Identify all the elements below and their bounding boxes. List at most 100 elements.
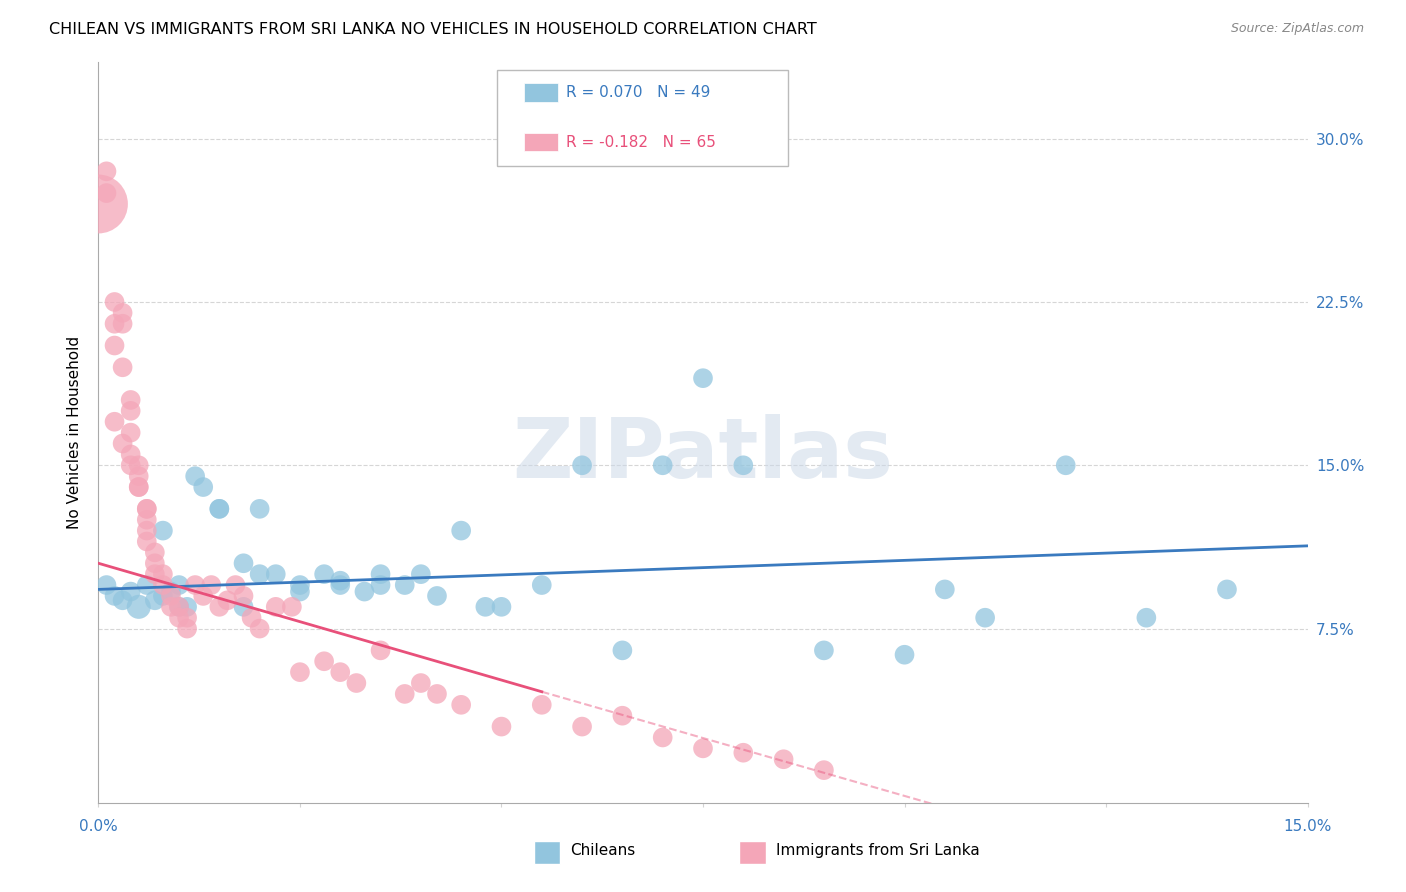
Point	[111, 360, 134, 375]
Point	[176, 611, 198, 625]
Point	[612, 643, 634, 657]
Point	[370, 643, 392, 657]
Point	[370, 567, 392, 582]
Point	[152, 589, 174, 603]
Point	[249, 567, 271, 582]
Point	[314, 567, 336, 582]
Point	[571, 720, 593, 734]
Text: R = 0.070   N = 49: R = 0.070 N = 49	[567, 86, 711, 100]
Point	[530, 578, 553, 592]
Point	[120, 392, 142, 407]
Point	[353, 584, 375, 599]
Point	[208, 501, 231, 516]
Text: 15.0%: 15.0%	[1284, 819, 1331, 834]
Point	[152, 524, 174, 538]
Point	[143, 593, 166, 607]
Point	[426, 589, 449, 603]
Point	[135, 578, 157, 592]
Point	[1135, 611, 1157, 625]
Point	[135, 501, 157, 516]
Text: Immigrants from Sri Lanka: Immigrants from Sri Lanka	[776, 844, 980, 858]
Point	[208, 501, 231, 516]
Point	[128, 480, 150, 494]
Point	[103, 295, 125, 310]
Point	[128, 480, 150, 494]
Point	[450, 524, 472, 538]
Point	[135, 501, 157, 516]
Point	[329, 665, 352, 680]
Point	[184, 578, 207, 592]
Point	[103, 415, 125, 429]
Point	[96, 164, 118, 178]
Point	[152, 578, 174, 592]
Point	[772, 752, 794, 766]
Point	[692, 741, 714, 756]
Point	[288, 584, 311, 599]
Point	[96, 578, 118, 592]
Point	[176, 599, 198, 614]
Point	[394, 687, 416, 701]
Bar	[534, 840, 561, 864]
Text: CHILEAN VS IMMIGRANTS FROM SRI LANKA NO VEHICLES IN HOUSEHOLD CORRELATION CHART: CHILEAN VS IMMIGRANTS FROM SRI LANKA NO …	[49, 22, 817, 37]
Point	[491, 599, 513, 614]
Point	[530, 698, 553, 712]
Point	[167, 599, 190, 614]
Point	[103, 317, 125, 331]
Point	[264, 567, 287, 582]
Point	[394, 578, 416, 592]
Point	[111, 593, 134, 607]
Point	[571, 458, 593, 473]
Point	[281, 599, 304, 614]
Point	[128, 469, 150, 483]
Point	[143, 545, 166, 559]
Point	[160, 589, 183, 603]
Point	[612, 708, 634, 723]
Point	[733, 746, 755, 760]
Point	[128, 458, 150, 473]
Point	[733, 458, 755, 473]
Point	[152, 567, 174, 582]
Point	[111, 317, 134, 331]
Point	[314, 654, 336, 668]
Point	[143, 556, 166, 570]
Point	[135, 524, 157, 538]
Point	[329, 574, 352, 588]
Point	[249, 622, 271, 636]
Point	[974, 611, 997, 625]
Point	[200, 578, 222, 592]
Point	[893, 648, 915, 662]
Point	[167, 611, 190, 625]
Point	[87, 197, 110, 211]
Point	[264, 599, 287, 614]
Point	[160, 584, 183, 599]
Y-axis label: No Vehicles in Household: No Vehicles in Household	[67, 336, 83, 529]
Point	[193, 589, 215, 603]
Point	[167, 578, 190, 592]
Point	[651, 458, 673, 473]
Text: Source: ZipAtlas.com: Source: ZipAtlas.com	[1230, 22, 1364, 36]
Point	[135, 513, 157, 527]
Point	[135, 534, 157, 549]
Point	[96, 186, 118, 200]
Point	[167, 599, 190, 614]
Point	[1216, 582, 1239, 597]
Bar	[524, 133, 558, 152]
Point	[344, 676, 367, 690]
Point	[128, 599, 150, 614]
Point	[103, 589, 125, 603]
FancyBboxPatch shape	[498, 70, 787, 166]
Point	[651, 731, 673, 745]
Point	[176, 622, 198, 636]
Point	[232, 589, 254, 603]
Point	[491, 720, 513, 734]
Point	[288, 665, 311, 680]
Text: ZIPatlas: ZIPatlas	[513, 414, 893, 495]
Point	[329, 578, 352, 592]
Point	[111, 306, 134, 320]
Point	[692, 371, 714, 385]
Point	[208, 599, 231, 614]
Point	[409, 567, 432, 582]
Point	[184, 469, 207, 483]
Point	[217, 593, 239, 607]
Point	[193, 480, 215, 494]
